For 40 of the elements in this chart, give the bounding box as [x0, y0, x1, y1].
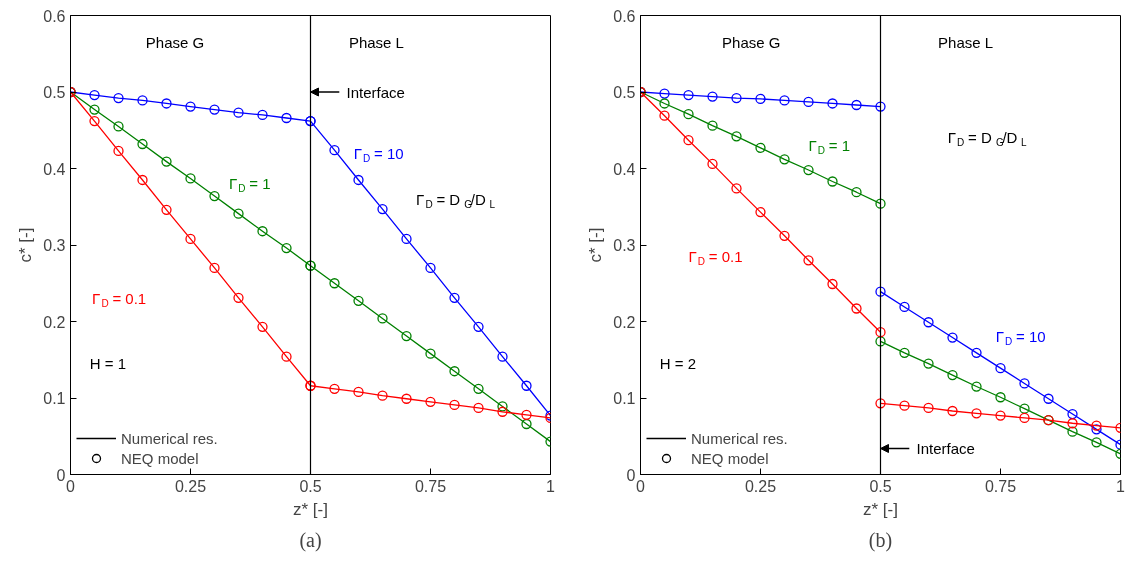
annotation: H = 2 — [659, 355, 696, 373]
y-tick-label: 0.3 — [613, 237, 636, 254]
y-tick-label: 0.1 — [43, 390, 66, 407]
y-axis-title: c* [-] — [16, 227, 36, 263]
x-tick-label: 0.75 — [984, 477, 1017, 495]
y-tick-label: 0.5 — [613, 84, 636, 101]
y-tick-label: 0.5 — [43, 84, 66, 101]
text: (b) — [868, 528, 893, 552]
legend-label: NEQ model — [121, 449, 199, 467]
y-tick-label: 0.6 — [43, 7, 66, 25]
x-tick-label: 0.5 — [299, 477, 322, 495]
legend-label: Numerical res. — [121, 429, 218, 447]
x-axis-title: z* [-] — [863, 499, 898, 519]
y-tick-label: 0.4 — [613, 160, 636, 178]
x-axis-title: z* [-] — [293, 499, 328, 519]
annotation: Phase G — [722, 33, 781, 51]
y-tick-label: 0 — [56, 466, 66, 484]
x-tick-label: 1 — [1116, 477, 1126, 495]
annotation: Interface — [346, 83, 405, 101]
text: (a) — [299, 528, 322, 552]
y-tick-label: 0.1 — [613, 390, 636, 407]
legend-label: NEQ model — [691, 449, 769, 467]
y-tick-label: 0.2 — [613, 313, 636, 331]
annotation: Interface — [916, 439, 975, 457]
y-tick-label: 0.6 — [613, 7, 636, 25]
x-tick-label: 0.25 — [174, 477, 207, 495]
legend-label: Numerical res. — [691, 429, 788, 447]
x-tick-label: 1 — [546, 477, 556, 495]
annotation: Phase L — [348, 33, 404, 51]
annotation: H = 1 — [89, 355, 126, 373]
y-tick-label: 0 — [626, 466, 636, 484]
y-tick-label: 0.2 — [43, 313, 66, 331]
y-tick-label: 0.3 — [43, 237, 66, 254]
annotation: Phase L — [938, 33, 994, 51]
x-tick-label: 0.25 — [744, 477, 777, 495]
y-tick-label: 0.4 — [43, 160, 66, 178]
annotation: Phase G — [145, 33, 205, 51]
x-tick-label: 0.75 — [414, 477, 447, 495]
x-tick-label: 0.5 — [869, 477, 892, 495]
y-axis-title: c* [-] — [586, 227, 606, 263]
